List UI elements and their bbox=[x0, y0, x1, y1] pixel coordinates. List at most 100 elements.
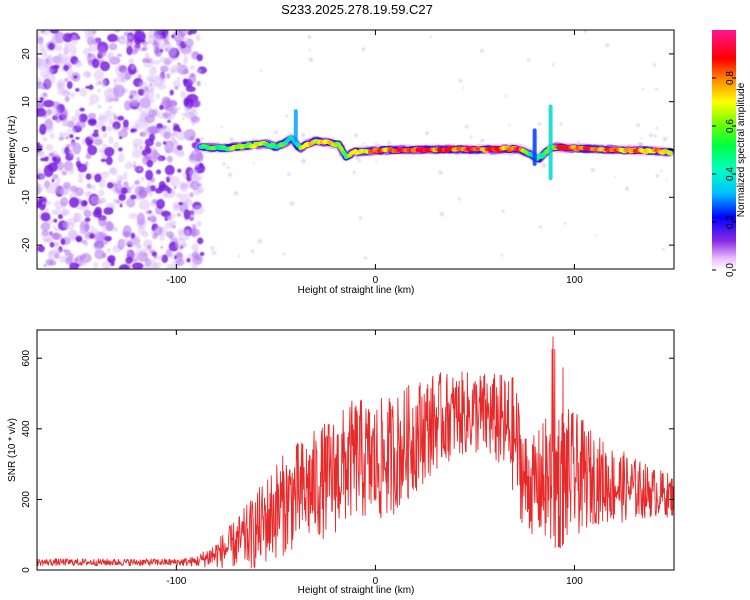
spectrogram-noise-cell bbox=[105, 94, 116, 103]
spectrogram-y-tick-label: -20 bbox=[21, 237, 32, 252]
spectrogram-noise-cell bbox=[537, 136, 540, 139]
spectrogram-noise-cell bbox=[54, 44, 63, 52]
spectrogram-noise-cell bbox=[106, 182, 114, 189]
spectrogram-noise-cell bbox=[75, 263, 80, 267]
spectrogram-noise-cell bbox=[172, 126, 181, 132]
spectrogram-noise-cell bbox=[59, 187, 70, 197]
spectrogram-noise-cell bbox=[83, 209, 92, 218]
spectrogram-noise-cell bbox=[118, 129, 129, 138]
spectrogram-noise-cell bbox=[429, 35, 433, 39]
spectrogram-noise-cell bbox=[189, 65, 196, 71]
spectrogram-noise-cell bbox=[660, 169, 663, 173]
spectrogram-x-tick-label: 100 bbox=[566, 275, 583, 286]
spectrogram-noise-cell bbox=[166, 73, 171, 79]
spectrogram-noise-cell bbox=[118, 147, 123, 152]
spectrogram-noise-cell bbox=[154, 30, 163, 36]
spectrogram-noise-cell bbox=[308, 48, 312, 52]
spectrogram-noise-cell bbox=[192, 99, 202, 108]
spectrogram-noise-cell bbox=[67, 92, 71, 96]
spectrogram-noise-cell bbox=[175, 130, 187, 141]
spectrogram-noise-cell bbox=[186, 257, 191, 263]
spectrogram-noise-cell bbox=[159, 56, 167, 63]
spectrogram-noise-cell bbox=[145, 209, 153, 215]
spectrogram-noise-cell bbox=[70, 34, 79, 45]
spectrogram-noise-cell bbox=[85, 173, 92, 180]
spectrogram-noise-cell bbox=[62, 220, 69, 229]
spectrogram-noise-cell bbox=[648, 132, 654, 138]
spectrogram-noise-cell bbox=[181, 242, 188, 248]
spectrogram-noise-cell bbox=[662, 136, 668, 142]
spectrogram-noise-cell bbox=[101, 260, 112, 269]
spectrogram-noise-cell bbox=[190, 116, 200, 123]
spectrogram-noise-cell bbox=[118, 194, 126, 201]
spectrogram-noise-cell bbox=[71, 142, 77, 150]
spectrogram-noise-cell bbox=[175, 251, 183, 258]
spectrogram-noise-cell bbox=[69, 45, 77, 56]
spectrogram-noise-cell bbox=[70, 127, 76, 135]
spectrogram-noise-cell bbox=[146, 126, 159, 134]
spectrogram-noise-cell bbox=[108, 135, 114, 145]
spectrogram-noise-cell bbox=[40, 157, 47, 162]
spectrogram-noise-cell bbox=[95, 80, 100, 87]
spectrogram-noise-cell bbox=[169, 89, 174, 96]
spectrogram-noise-cell bbox=[482, 140, 485, 143]
spectrogram-noise-cell bbox=[132, 138, 144, 148]
spectrogram-noise-cell bbox=[74, 60, 83, 68]
spectrogram-noise-cell bbox=[93, 69, 105, 81]
spectrogram-noise-cell bbox=[103, 207, 114, 215]
spectrogram-noise-cell bbox=[192, 205, 205, 215]
spectrogram-noise-cell bbox=[165, 56, 176, 63]
spectrogram-noise-cell bbox=[438, 170, 443, 175]
spectrogram-noise-cell bbox=[76, 157, 80, 161]
spectrogram-noise-cell bbox=[150, 213, 156, 221]
spectrogram-noise-cell bbox=[160, 65, 169, 73]
spectrogram-x-ticks: -100 0 100 bbox=[166, 30, 583, 286]
spectrogram-noise-cell bbox=[168, 219, 177, 228]
spectrogram-noise-cell bbox=[144, 93, 149, 99]
spectrogram-noise-cell bbox=[172, 30, 185, 42]
spectrogram-noise-cell bbox=[583, 30, 588, 33]
spectrogram-noise-cell bbox=[37, 101, 45, 108]
spectrogram-noise-cell bbox=[93, 135, 103, 146]
spectrogram-noise-cell bbox=[84, 191, 91, 198]
spectrogram-noise-cell bbox=[176, 192, 182, 199]
spectrogram-noise-cell bbox=[78, 113, 88, 123]
spectrogram-noise-cell bbox=[170, 188, 175, 195]
spectrogram-noise-cell bbox=[118, 264, 130, 269]
spectrogram-noise-cell bbox=[289, 201, 295, 206]
spectrogram-noise-cell bbox=[45, 144, 54, 152]
spectrogram-noise-cell bbox=[75, 235, 83, 242]
spectrogram-y-tick-label: 0 bbox=[21, 146, 32, 152]
spectrogram-noise-cell bbox=[510, 154, 513, 157]
spectrogram-noise-cell bbox=[156, 34, 164, 43]
spectrogram-noise-cell bbox=[37, 144, 43, 153]
spectrogram-carrier-track bbox=[195, 104, 674, 181]
spectrogram-noise-cell bbox=[80, 199, 88, 207]
spectrogram-noise-cell bbox=[500, 253, 504, 257]
spectrogram-noise-cell bbox=[425, 131, 430, 136]
spectrogram-noise-cell bbox=[77, 177, 84, 183]
spectrogram-noise-cell bbox=[185, 86, 196, 93]
spectrogram-noise-cell bbox=[132, 44, 141, 52]
spectrogram-noise-cell bbox=[166, 251, 172, 258]
spectrogram-noise-cell bbox=[78, 170, 84, 179]
spectrogram-noise-layer bbox=[37, 30, 668, 269]
spectrogram-noise-cell bbox=[153, 59, 161, 65]
spectrogram-noise-cell bbox=[53, 248, 62, 255]
spectrogram-noise-cell bbox=[541, 163, 547, 168]
spectrogram-noise-cell bbox=[114, 183, 123, 193]
spectrogram-noise-cell bbox=[84, 253, 91, 261]
spectrogram-noise-cell bbox=[156, 198, 165, 209]
spectrogram-noise-cell bbox=[139, 146, 143, 150]
spectrogram-noise-cell bbox=[38, 43, 45, 52]
spectrogram-noise-cell bbox=[508, 124, 511, 127]
spectrogram-noise-cell bbox=[439, 211, 445, 217]
spectrogram-noise-cell bbox=[652, 63, 657, 67]
spectrogram-noise-cell bbox=[46, 67, 54, 75]
spectrogram-noise-cell bbox=[82, 239, 88, 246]
spectrogram-noise-cell bbox=[39, 123, 47, 135]
spectrogram-noise-cell bbox=[87, 112, 97, 120]
spectrogram-noise-cell bbox=[458, 78, 463, 83]
spectrogram-noise-cell bbox=[134, 180, 141, 185]
